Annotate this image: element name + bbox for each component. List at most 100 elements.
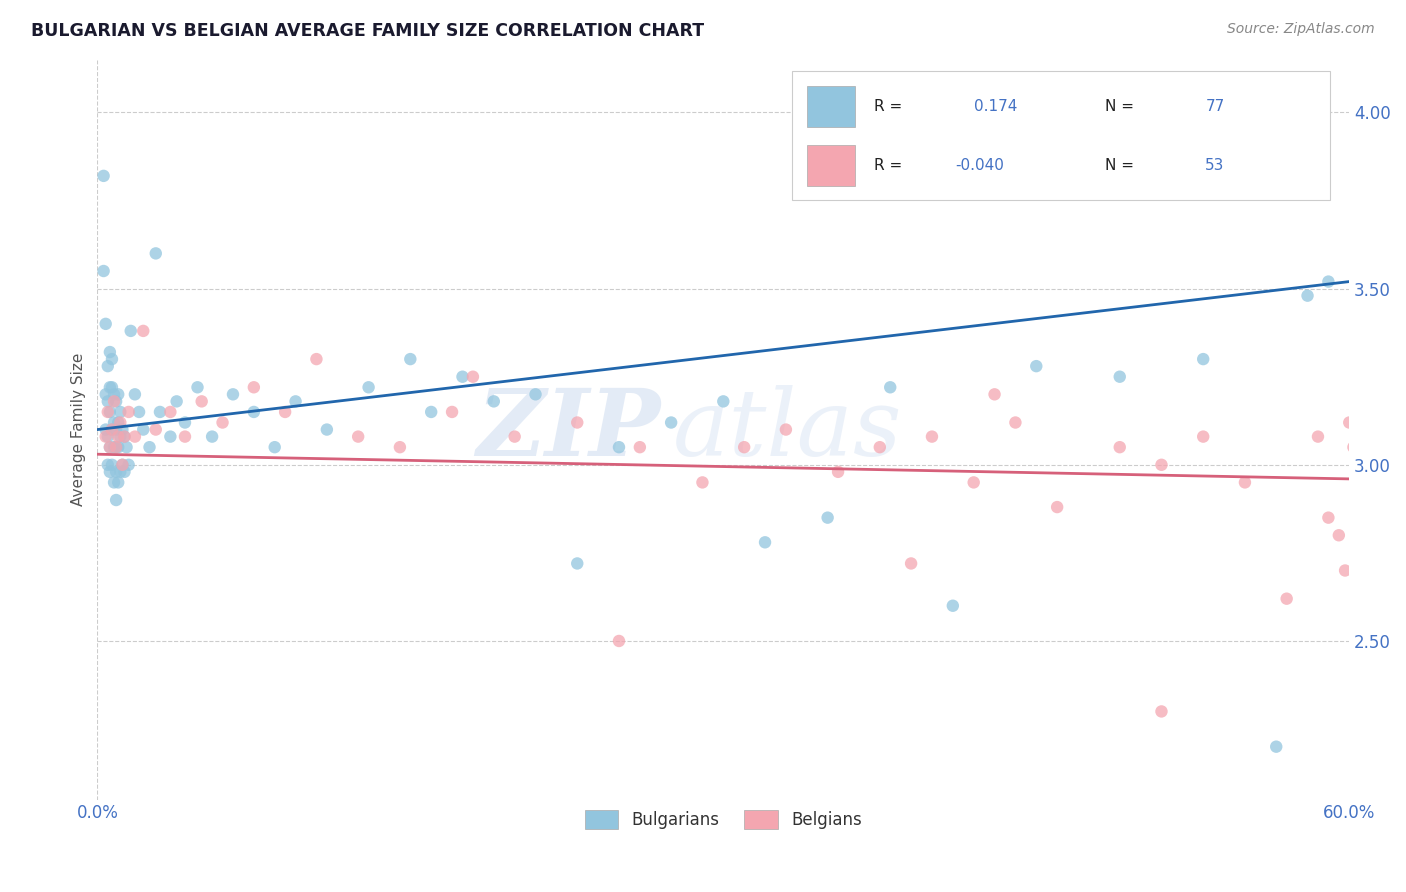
Point — [1347, 651, 1369, 665]
Point — [105, 440, 128, 454]
Point — [942, 599, 965, 613]
Text: -0.040: -0.040 — [955, 158, 1004, 173]
Point — [1306, 429, 1329, 443]
Point — [110, 465, 132, 479]
Point — [93, 169, 115, 183]
Point — [114, 429, 136, 443]
Point — [94, 387, 117, 401]
Point — [101, 423, 124, 437]
Point — [482, 394, 505, 409]
Point — [1275, 591, 1298, 606]
Point — [98, 380, 121, 394]
Legend: Bulgarians, Belgians: Bulgarians, Belgians — [578, 803, 869, 836]
Point — [692, 475, 714, 490]
Point — [1025, 359, 1047, 373]
FancyBboxPatch shape — [807, 86, 855, 127]
Point — [827, 465, 849, 479]
Point — [101, 458, 124, 472]
Point — [567, 557, 589, 571]
Point — [145, 423, 167, 437]
Point — [1296, 288, 1319, 302]
Point — [201, 429, 224, 443]
Point — [711, 394, 734, 409]
Point — [879, 380, 901, 394]
Point — [149, 405, 172, 419]
Point — [98, 440, 121, 454]
Point — [110, 405, 132, 419]
Point — [128, 405, 150, 419]
Point — [101, 380, 124, 394]
Point — [97, 429, 120, 443]
Point — [94, 423, 117, 437]
Point — [1265, 739, 1288, 754]
Point — [138, 440, 160, 454]
Point — [103, 387, 125, 401]
Point — [107, 387, 129, 401]
Point — [1233, 475, 1256, 490]
Text: 0.174: 0.174 — [974, 99, 1017, 113]
Point — [107, 475, 129, 490]
Text: R =: R = — [873, 99, 901, 113]
Point — [263, 440, 285, 454]
Point — [110, 429, 132, 443]
Point — [817, 510, 839, 524]
Point — [441, 405, 464, 419]
Point — [900, 557, 922, 571]
Point — [124, 387, 146, 401]
Point — [963, 475, 986, 490]
Point — [1317, 275, 1340, 289]
Point — [305, 352, 328, 367]
Point — [420, 405, 443, 419]
Point — [105, 423, 128, 437]
Point — [388, 440, 411, 454]
Point — [1343, 440, 1365, 454]
Point — [1192, 429, 1215, 443]
Point — [117, 405, 139, 419]
Point — [1150, 705, 1173, 719]
Point — [93, 264, 115, 278]
Point — [222, 387, 245, 401]
Point — [174, 416, 197, 430]
Point — [94, 429, 117, 443]
Point — [111, 458, 134, 472]
Text: 53: 53 — [1205, 158, 1225, 173]
Point — [120, 324, 142, 338]
Point — [503, 429, 526, 443]
Point — [105, 493, 128, 508]
Text: atlas: atlas — [673, 384, 903, 475]
Point — [103, 475, 125, 490]
Text: ZIP: ZIP — [477, 384, 661, 475]
Point — [1108, 369, 1130, 384]
Point — [659, 416, 682, 430]
Text: 77: 77 — [1205, 99, 1225, 113]
Text: N =: N = — [1105, 99, 1135, 113]
Point — [607, 634, 630, 648]
Point — [97, 359, 120, 373]
Point — [132, 423, 155, 437]
Point — [190, 394, 212, 409]
Point — [357, 380, 380, 394]
Point — [284, 394, 307, 409]
Point — [98, 405, 121, 419]
Point — [921, 429, 943, 443]
Point — [159, 429, 181, 443]
Point — [399, 352, 422, 367]
Point — [98, 345, 121, 359]
Point — [274, 405, 297, 419]
Point — [103, 440, 125, 454]
Point — [97, 405, 120, 419]
Point — [243, 380, 266, 394]
Point — [105, 394, 128, 409]
Point — [567, 416, 589, 430]
Point — [159, 405, 181, 419]
Point — [1339, 416, 1361, 430]
Point — [1004, 416, 1026, 430]
Text: Source: ZipAtlas.com: Source: ZipAtlas.com — [1227, 22, 1375, 37]
FancyBboxPatch shape — [792, 70, 1330, 200]
Point — [315, 423, 337, 437]
Point — [132, 324, 155, 338]
Point — [1150, 458, 1173, 472]
Text: BULGARIAN VS BELGIAN AVERAGE FAMILY SIZE CORRELATION CHART: BULGARIAN VS BELGIAN AVERAGE FAMILY SIZE… — [31, 22, 704, 40]
Point — [98, 465, 121, 479]
Point — [174, 429, 197, 443]
